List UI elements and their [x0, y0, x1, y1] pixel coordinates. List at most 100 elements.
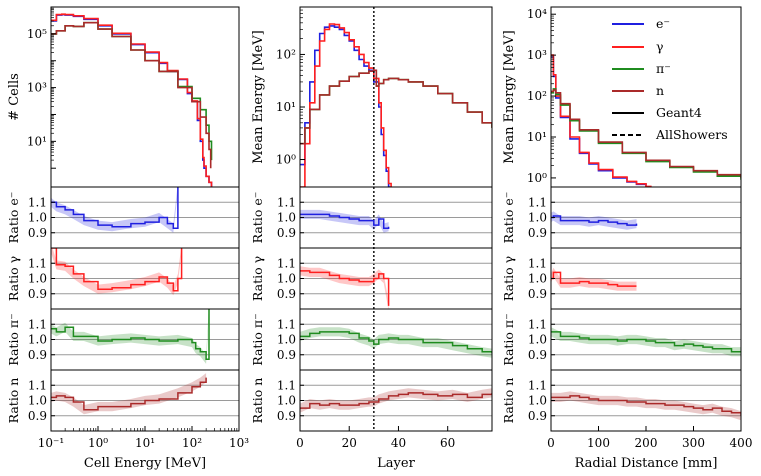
ratio-y-tick-label: 1.0	[277, 333, 296, 347]
x-tick-label: 0	[547, 436, 555, 450]
y-tick-label: 10¹	[27, 134, 47, 148]
y-tick-label: 10¹	[276, 100, 296, 114]
ratio-axis-label: Ratio e⁻	[6, 192, 21, 244]
ratio-y-tick-label: 0.9	[528, 287, 547, 301]
y-tick-label: 10⁰	[276, 153, 296, 167]
ratio-axis-label: Ratio e⁻	[250, 192, 265, 244]
legend-label-neutron: n	[656, 83, 664, 98]
series-line-radial-n	[551, 89, 741, 178]
x-axis-label: Cell Energy [MeV]	[84, 456, 206, 471]
ratio-y-tick-label: 1.0	[28, 272, 47, 286]
ratio-y-tick-label: 1.1	[277, 256, 296, 270]
legend-label-pion: π⁻	[656, 61, 671, 76]
ratio-uncertainty-band	[300, 209, 389, 233]
ratio-y-tick-label: 1.1	[528, 378, 547, 392]
legend-label-photon: γ	[656, 39, 663, 54]
ratio-plot	[51, 187, 179, 233]
series-line-radial-pi	[551, 88, 741, 180]
main-plot-layer	[300, 23, 492, 187]
ratio-panel-cell-pi: 1.1 1.00.9 Ratio π⁻	[6, 308, 240, 371]
y-tick-label: 10⁰	[527, 171, 547, 185]
x-tick-label: 10³	[229, 436, 249, 450]
ratio-panel-radial-pi: 1.1 1.00.9 Ratio π⁻	[501, 308, 742, 371]
x-tick-label: 10²	[182, 436, 202, 450]
ratio-axis-label: Ratio n	[501, 378, 516, 424]
ratio-plot	[51, 373, 207, 415]
ratio-plot	[300, 266, 390, 309]
ratio-y-tick-label: 1.1	[28, 378, 47, 392]
ratio-y-tick-label: 1.0	[528, 272, 547, 286]
ratio-axis-label: Ratio γ	[501, 256, 516, 301]
ratio-uncertainty-band	[300, 327, 492, 358]
ratio-y-tick-label: 1.1	[28, 256, 47, 270]
main-plot-radial	[551, 54, 741, 187]
ratio-y-tick-label: 1.0	[528, 394, 547, 408]
series-line-cell-n	[51, 21, 212, 169]
ratio-y-tick-label: 1.0	[277, 394, 296, 408]
y-axis-label: Mean Energy [MeV]	[502, 30, 517, 163]
series-line-layer-n	[300, 69, 492, 145]
ratio-panel-layer-g: 1.1 1.00.9 Ratio γ	[250, 247, 493, 310]
ratio-plot	[300, 327, 492, 358]
ratio-y-tick-label: 1.1	[277, 195, 296, 209]
ratio-line-layer-e	[300, 213, 390, 229]
y-tick-label: 10³	[527, 48, 547, 62]
ratio-axis-label: Ratio γ	[250, 256, 265, 301]
y-tick-label: 10¹	[527, 130, 547, 144]
ratio-line-cell-n	[51, 377, 207, 411]
x-tick-label: 400	[730, 436, 753, 450]
ratio-axis-label: Ratio n	[250, 378, 265, 424]
ratio-panel-layer-e: 1.1 1.00.9 Ratio e⁻	[250, 186, 493, 249]
main-plot-cell	[51, 13, 213, 187]
ratio-y-tick-label: 1.0	[528, 333, 547, 347]
ratio-axis-label: Ratio π⁻	[501, 313, 516, 365]
ratio-line-cell-g	[51, 248, 183, 292]
main-frame-layer	[299, 6, 493, 188]
ratio-axis-label: Ratio γ	[6, 256, 21, 301]
series-line-layer-g	[300, 23, 392, 187]
ratio-y-tick-label: 1.1	[277, 317, 296, 331]
ratio-y-tick-label: 1.1	[528, 256, 547, 270]
ratio-panel-cell-g: 1.1 1.00.9 Ratio γ	[6, 247, 240, 310]
ratio-uncertainty-band	[51, 248, 182, 296]
ratio-y-tick-label: 1.0	[28, 333, 47, 347]
ratio-plot	[551, 327, 741, 357]
ratio-axis-label: Ratio π⁻	[250, 313, 265, 365]
ratio-axis-label: Ratio e⁻	[501, 192, 516, 244]
series-line-layer-pi	[300, 69, 492, 145]
ratio-uncertainty-band	[51, 373, 207, 415]
y-tick-label: 10²	[276, 47, 296, 61]
ratio-y-tick-label: 0.9	[28, 348, 47, 362]
ratio-y-tick-label: 1.1	[277, 378, 296, 392]
series-line-layer-e	[300, 25, 392, 187]
series-line-radial-g	[551, 54, 652, 187]
ratio-y-tick-label: 1.0	[277, 211, 296, 225]
ratio-line-layer-g	[300, 270, 390, 306]
ratio-uncertainty-band	[551, 211, 637, 230]
ratio-y-tick-label: 1.1	[28, 195, 47, 209]
ratio-panel-layer-n: 1.1 1.00.9 Ratio n	[250, 369, 493, 432]
x-tick-label: 10⁻¹	[38, 436, 64, 450]
ratio-line-radial-n	[551, 395, 741, 416]
ratio-panel-radial-g: 1.1 1.00.9 Ratio γ	[501, 247, 742, 310]
ratio-axis-label: Ratio π⁻	[6, 313, 21, 365]
x-tick-label: 40	[391, 436, 406, 450]
ratio-y-tick-label: 0.9	[28, 409, 47, 423]
legend-label-geant4: Geant4	[656, 105, 702, 120]
ratio-y-tick-label: 0.9	[277, 287, 296, 301]
series-line-cell-g	[51, 13, 213, 187]
ratio-y-tick-label: 1.0	[528, 211, 547, 225]
legend: e⁻ γ π⁻ n Geant4 AllShowers	[612, 16, 728, 142]
ratio-y-tick-label: 0.9	[28, 226, 47, 240]
ratio-plot	[300, 388, 492, 413]
ratio-uncertainty-band	[51, 187, 178, 233]
ratio-plot	[51, 248, 183, 296]
x-tick-label: 10⁰	[88, 436, 108, 450]
series-line-radial-e	[551, 56, 652, 187]
ratio-y-tick-label: 0.9	[277, 409, 296, 423]
